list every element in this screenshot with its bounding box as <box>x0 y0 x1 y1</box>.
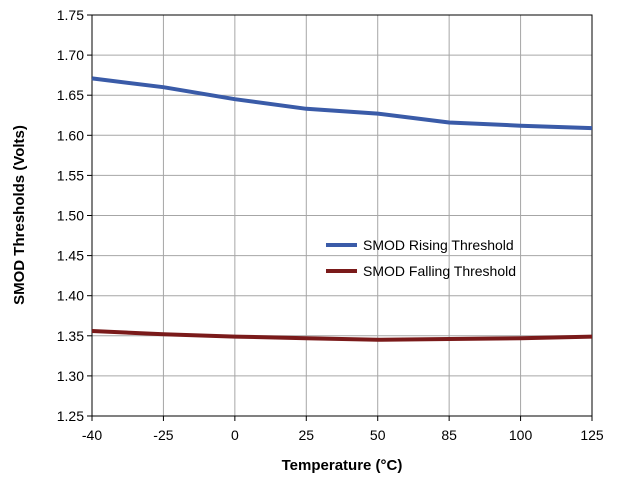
y-tick-label: 1.55 <box>57 167 84 183</box>
y-axis-ticks: 1.25 1.30 1.35 1.40 1.45 1.50 1.55 1.60 1.65 1.70… <box>57 7 92 424</box>
y-tick-label: 1.25 <box>57 408 84 424</box>
legend: SMOD Rising Threshold SMOD Falling Thres… <box>326 237 516 279</box>
x-tick-label: 50 <box>370 427 386 443</box>
x-tick-label: 85 <box>441 427 457 443</box>
x-tick-label: 25 <box>298 427 314 443</box>
y-tick-label: 1.75 <box>57 7 84 23</box>
x-tick-label: -25 <box>153 427 173 443</box>
y-tick-label: 1.45 <box>57 248 84 264</box>
x-tick-label: 0 <box>231 427 239 443</box>
legend-label-falling: SMOD Falling Threshold <box>363 263 516 279</box>
x-tick-label: 125 <box>580 427 604 443</box>
y-tick-label: 1.65 <box>57 87 84 103</box>
series-line-1 <box>91 329 593 342</box>
y-tick-label: 1.30 <box>57 368 84 384</box>
y-tick-label: 1.50 <box>57 208 84 224</box>
y-tick-label: 1.70 <box>57 47 84 63</box>
y-tick-label: 1.35 <box>57 328 84 344</box>
x-tick-label: -40 <box>82 427 102 443</box>
x-tick-label: 100 <box>509 427 533 443</box>
y-axis-label: SMOD Thresholds (Volts) <box>11 125 28 305</box>
legend-label-rising: SMOD Rising Threshold <box>363 237 514 253</box>
series-lines <box>91 76 593 342</box>
y-tick-label: 1.40 <box>57 288 84 304</box>
grid-lines <box>91 14 593 417</box>
x-axis-label: Temperature (°C) <box>282 457 403 474</box>
series-line-0 <box>91 76 593 131</box>
y-tick-label: 1.60 <box>57 127 84 143</box>
x-axis-ticks: -40 -25 0 25 50 85 100 125 <box>82 416 604 443</box>
